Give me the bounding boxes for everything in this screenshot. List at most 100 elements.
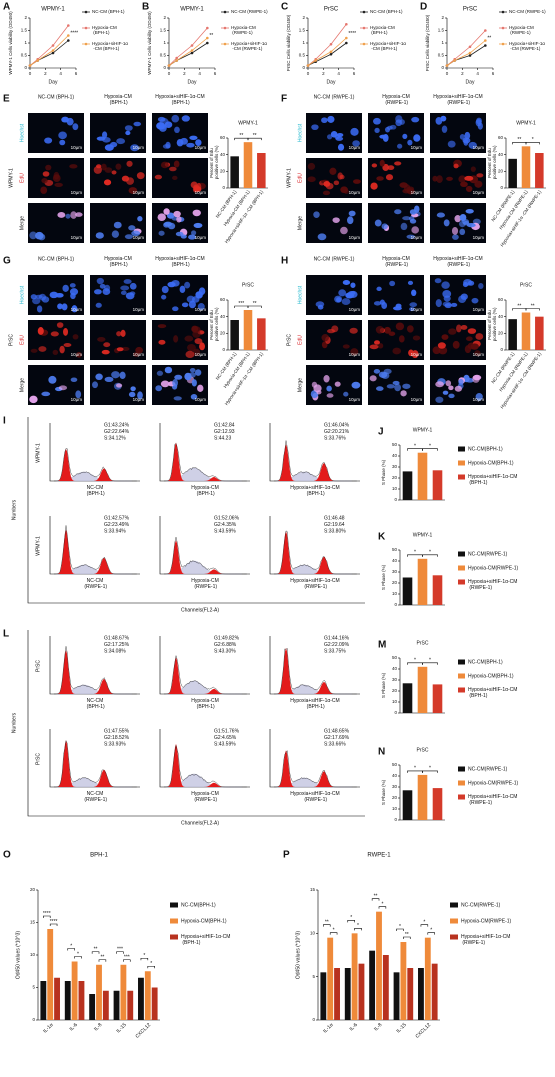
gate-stat: G1:48.65% bbox=[324, 728, 350, 734]
column-header: Hypoxia+siHIF-1α-CM (BPH-1) bbox=[155, 94, 204, 106]
nucleus bbox=[468, 141, 477, 149]
gate-stat: G1:46.04% bbox=[324, 422, 350, 428]
bar bbox=[54, 977, 60, 1020]
bar bbox=[230, 156, 239, 188]
nucleus bbox=[174, 126, 180, 134]
scale-label: 10μm bbox=[195, 397, 207, 402]
nucleus bbox=[52, 349, 59, 356]
scale-label: 10μm bbox=[195, 235, 207, 240]
y-tick-label: 2 bbox=[24, 15, 27, 20]
nucleus bbox=[477, 122, 483, 130]
nucleus bbox=[189, 135, 198, 140]
nucleus bbox=[30, 348, 38, 353]
panel-letter: E bbox=[3, 94, 10, 105]
data-point bbox=[468, 51, 472, 55]
nucleus bbox=[465, 185, 473, 193]
nucleus bbox=[157, 324, 167, 329]
nucleus bbox=[329, 167, 337, 175]
legend-marker bbox=[84, 42, 88, 46]
nucleus bbox=[386, 384, 395, 389]
panel-letter: P bbox=[283, 850, 290, 861]
x-tick-label: IL-8 bbox=[93, 1022, 103, 1032]
y-tick-label: 5 bbox=[32, 985, 35, 990]
y-tick-label: 0.5 bbox=[438, 53, 445, 58]
nucleus bbox=[340, 186, 348, 194]
significance: * bbox=[414, 444, 416, 450]
nucleus bbox=[129, 282, 137, 290]
scale-label: 10μm bbox=[195, 145, 207, 150]
histogram-outline bbox=[273, 530, 357, 575]
nucleus bbox=[434, 278, 442, 284]
chart-title: WPMY-1 bbox=[413, 532, 433, 538]
significance: **** bbox=[70, 30, 78, 36]
scale-label: 10μm bbox=[411, 307, 423, 312]
nucleus bbox=[389, 280, 396, 287]
legend-swatch bbox=[458, 780, 465, 786]
x-tick-label: NC-CM (RWPE-1) bbox=[490, 189, 515, 222]
bar bbox=[344, 968, 351, 1020]
y-axis-label: Percent of Edu positive cells (%) bbox=[209, 145, 219, 181]
histogram-g1 bbox=[56, 448, 77, 481]
legend-label: Hypoxia+siHIF-1α-CM (BPH-1) bbox=[468, 687, 517, 699]
nucleus bbox=[460, 325, 468, 330]
scale-label: 10μm bbox=[411, 397, 423, 402]
legend-label: Hypoxia+siHIF-1α-CM (RWPE-1) bbox=[468, 794, 517, 806]
nucleus bbox=[454, 215, 462, 223]
nucleus bbox=[450, 302, 458, 308]
significance: * bbox=[70, 943, 72, 949]
nucleus bbox=[321, 117, 328, 124]
nucleus bbox=[62, 284, 69, 292]
nucleus bbox=[197, 303, 205, 311]
nucleus bbox=[402, 216, 411, 221]
y-tick-label: 0 bbox=[394, 710, 397, 715]
legend-swatch bbox=[458, 460, 465, 466]
significance: ** bbox=[94, 947, 98, 953]
scale-label: 10μm bbox=[473, 145, 485, 150]
nucleus bbox=[327, 115, 335, 123]
legend-swatch bbox=[458, 551, 465, 557]
nucleus bbox=[382, 163, 389, 172]
gate-stat: S:43.30% bbox=[214, 648, 236, 654]
nucleus bbox=[128, 225, 136, 231]
nucleus bbox=[464, 345, 472, 354]
nucleus bbox=[340, 226, 348, 235]
nucleus bbox=[402, 133, 408, 139]
column-header: Hypoxia+siHIF-1α-CM (BPH-1) bbox=[155, 256, 204, 268]
nucleus bbox=[447, 140, 456, 148]
legend-marker bbox=[501, 10, 505, 14]
nucleus bbox=[163, 208, 170, 215]
x-axis-label: Day bbox=[49, 79, 58, 85]
nucleus bbox=[453, 163, 459, 169]
row-label: Hoechst bbox=[297, 285, 303, 304]
legend-marker bbox=[501, 26, 505, 30]
y-tick-label: 0 bbox=[500, 347, 503, 352]
nucleus bbox=[121, 346, 130, 351]
significance-bracket bbox=[247, 137, 262, 141]
legend-label: Hypoxia-CM (RWPE-1) bbox=[509, 25, 534, 35]
nucleus bbox=[116, 331, 122, 337]
nucleus bbox=[394, 209, 402, 215]
nucleus bbox=[400, 390, 407, 397]
histogram-outline bbox=[53, 646, 137, 695]
significance-bracket bbox=[140, 957, 149, 961]
scale-label: 10μm bbox=[411, 145, 423, 150]
bar bbox=[89, 994, 96, 1020]
legend-marker bbox=[223, 42, 227, 46]
legend-swatch bbox=[170, 918, 178, 924]
bar bbox=[327, 937, 334, 1020]
y-tick-label: 60 bbox=[220, 135, 226, 140]
gate-stat: G2:17.25% bbox=[104, 642, 130, 648]
nucleus bbox=[156, 370, 164, 376]
nucleus bbox=[173, 160, 180, 168]
data-point bbox=[345, 36, 348, 40]
nucleus bbox=[70, 377, 78, 382]
significance: *** bbox=[124, 955, 130, 961]
nucleus bbox=[126, 177, 134, 185]
histogram-g1 bbox=[56, 529, 77, 574]
nucleus bbox=[472, 375, 480, 383]
y-tick-label: 10 bbox=[310, 931, 316, 936]
legend-swatch bbox=[458, 673, 465, 679]
legend-label: Hypoxia+siHIF-1α -CM (BPH-1) bbox=[92, 41, 128, 51]
nucleus bbox=[180, 234, 187, 239]
